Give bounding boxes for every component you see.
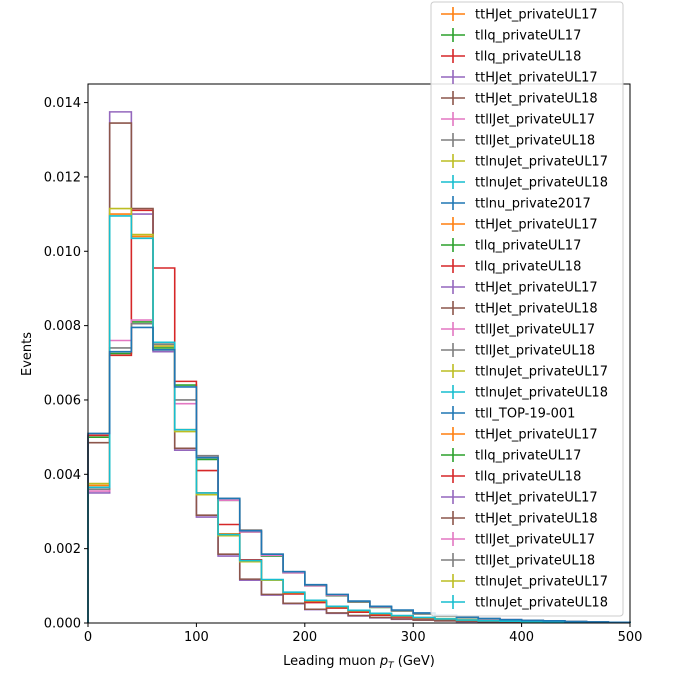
legend-entry: tllq_privateUL18 <box>441 259 581 275</box>
legend-entry: ttHJet_privateUL17 <box>441 280 598 296</box>
legend-label: ttlnuJet_privateUL18 <box>475 596 608 611</box>
y-tick-label: 0.006 <box>44 393 81 408</box>
legend: ttHJet_privateUL17 tllq_privateUL17 tllq_p… <box>430 1 624 617</box>
legend-entry: tllq_privateUL17 <box>441 238 581 254</box>
legend-entry: tllq_privateUL18 <box>441 469 581 485</box>
legend-entry: ttlnuJet_privateUL18 <box>441 175 608 191</box>
legend-entry: tllq_privateUL17 <box>441 448 581 464</box>
legend-entry: ttHJet_privateUL17 <box>441 217 598 233</box>
legend-entry: ttHJet_privateUL18 <box>441 91 598 107</box>
legend-label: ttll_TOP-19-001 <box>475 407 575 422</box>
legend-entry: ttllJet_privateUL18 <box>441 343 595 359</box>
legend-entry: ttHJet_privateUL17 <box>441 490 598 506</box>
y-tick-label: 0.002 <box>44 542 81 557</box>
legend-entry: ttllJet_privateUL17 <box>441 322 595 338</box>
legend-box <box>430 1 624 617</box>
legend-label: ttllJet_privateUL17 <box>475 113 595 128</box>
legend-label: ttllJet_privateUL17 <box>475 323 595 338</box>
legend-label: ttHJet_privateUL17 <box>475 218 598 233</box>
legend-label: ttlnuJet_privateUL17 <box>475 365 608 380</box>
plot-frame <box>87 83 631 624</box>
legend-label: ttlnuJet_privateUL18 <box>475 386 608 401</box>
legend-label: ttllJet_privateUL18 <box>475 134 595 149</box>
legend-label: tllq_privateUL17 <box>475 29 581 44</box>
legend-entry: ttHJet_privateUL18 <box>441 301 598 317</box>
legend-entry: ttlnu_private2017 <box>441 196 591 212</box>
y-axis-label: Events <box>20 332 35 376</box>
legend-entry: ttllJet_privateUL17 <box>441 532 595 548</box>
legend-label: ttHJet_privateUL17 <box>475 8 598 23</box>
x-tick-label: 300 <box>401 630 426 645</box>
x-axis-label: Leading muon pT (GeV) <box>283 654 435 671</box>
legend-entry: ttlnuJet_privateUL17 <box>441 364 608 380</box>
x-tick-label: 400 <box>509 630 534 645</box>
series-layer <box>87 111 631 624</box>
x-tick-label: 500 <box>618 630 643 645</box>
x-tick-label: 0 <box>84 630 92 645</box>
legend-entry: ttll_TOP-19-001 <box>441 406 575 422</box>
x-tick-label: 200 <box>292 630 317 645</box>
legend-entry: ttllJet_privateUL18 <box>441 133 595 149</box>
legend-label: tllq_privateUL17 <box>475 239 581 254</box>
legend-entry: tllq_privateUL17 <box>441 28 581 44</box>
legend-label: ttllJet_privateUL18 <box>475 554 595 569</box>
y-tick-label: 0.000 <box>44 617 81 632</box>
y-tick-label: 0.004 <box>44 468 81 483</box>
legend-label: ttHJet_privateUL18 <box>475 302 598 317</box>
legend-entry: ttllJet_privateUL18 <box>441 553 595 569</box>
legend-entry: ttllJet_privateUL17 <box>441 112 595 128</box>
legend-label: tllq_privateUL18 <box>475 50 581 65</box>
series-line-9 <box>87 326 631 624</box>
legend-entry: tllq_privateUL18 <box>441 49 581 65</box>
legend-entry: ttlnuJet_privateUL17 <box>441 574 608 590</box>
x-tick-label: 100 <box>184 630 209 645</box>
legend-entry: ttHJet_privateUL17 <box>441 70 598 86</box>
legend-entry: ttHJet_privateUL18 <box>441 511 598 527</box>
y-axis: 0.000 0.002 0.004 0.006 0.008 0.010 0.012 0.014 <box>44 96 88 632</box>
y-tick-label: 0.008 <box>44 319 81 334</box>
legend-label: ttlnu_private2017 <box>475 197 591 212</box>
legend-entry: ttlnuJet_privateUL18 <box>441 385 608 401</box>
legend-label: tllq_privateUL17 <box>475 449 581 464</box>
legend-entry: ttHJet_privateUL17 <box>441 7 598 23</box>
legend-label: ttHJet_privateUL17 <box>475 491 598 506</box>
legend-label: ttlnuJet_privateUL17 <box>475 155 608 170</box>
legend-entry: ttHJet_privateUL17 <box>441 427 598 443</box>
y-tick-label: 0.014 <box>44 96 81 111</box>
legend-label: ttllJet_privateUL17 <box>475 533 595 548</box>
legend-entry: ttlnuJet_privateUL18 <box>441 595 608 611</box>
legend-label: ttHJet_privateUL17 <box>475 428 598 443</box>
x-axis: 0 100 200 300 400 500 <box>84 623 643 645</box>
legend-label: ttlnuJet_privateUL18 <box>475 176 608 191</box>
legend-label: ttlnuJet_privateUL17 <box>475 575 608 590</box>
legend-label: ttHJet_privateUL17 <box>475 71 598 86</box>
y-tick-label: 0.012 <box>44 170 81 185</box>
legend-label: tllq_privateUL18 <box>475 470 581 485</box>
legend-label: tllq_privateUL18 <box>475 260 581 275</box>
y-tick-label: 0.010 <box>44 245 81 260</box>
legend-label: ttHJet_privateUL18 <box>475 92 598 107</box>
legend-label: ttHJet_privateUL18 <box>475 512 598 527</box>
legend-label: ttHJet_privateUL17 <box>475 281 598 296</box>
legend-entry: ttlnuJet_privateUL17 <box>441 154 608 170</box>
legend-label: ttllJet_privateUL18 <box>475 344 595 359</box>
